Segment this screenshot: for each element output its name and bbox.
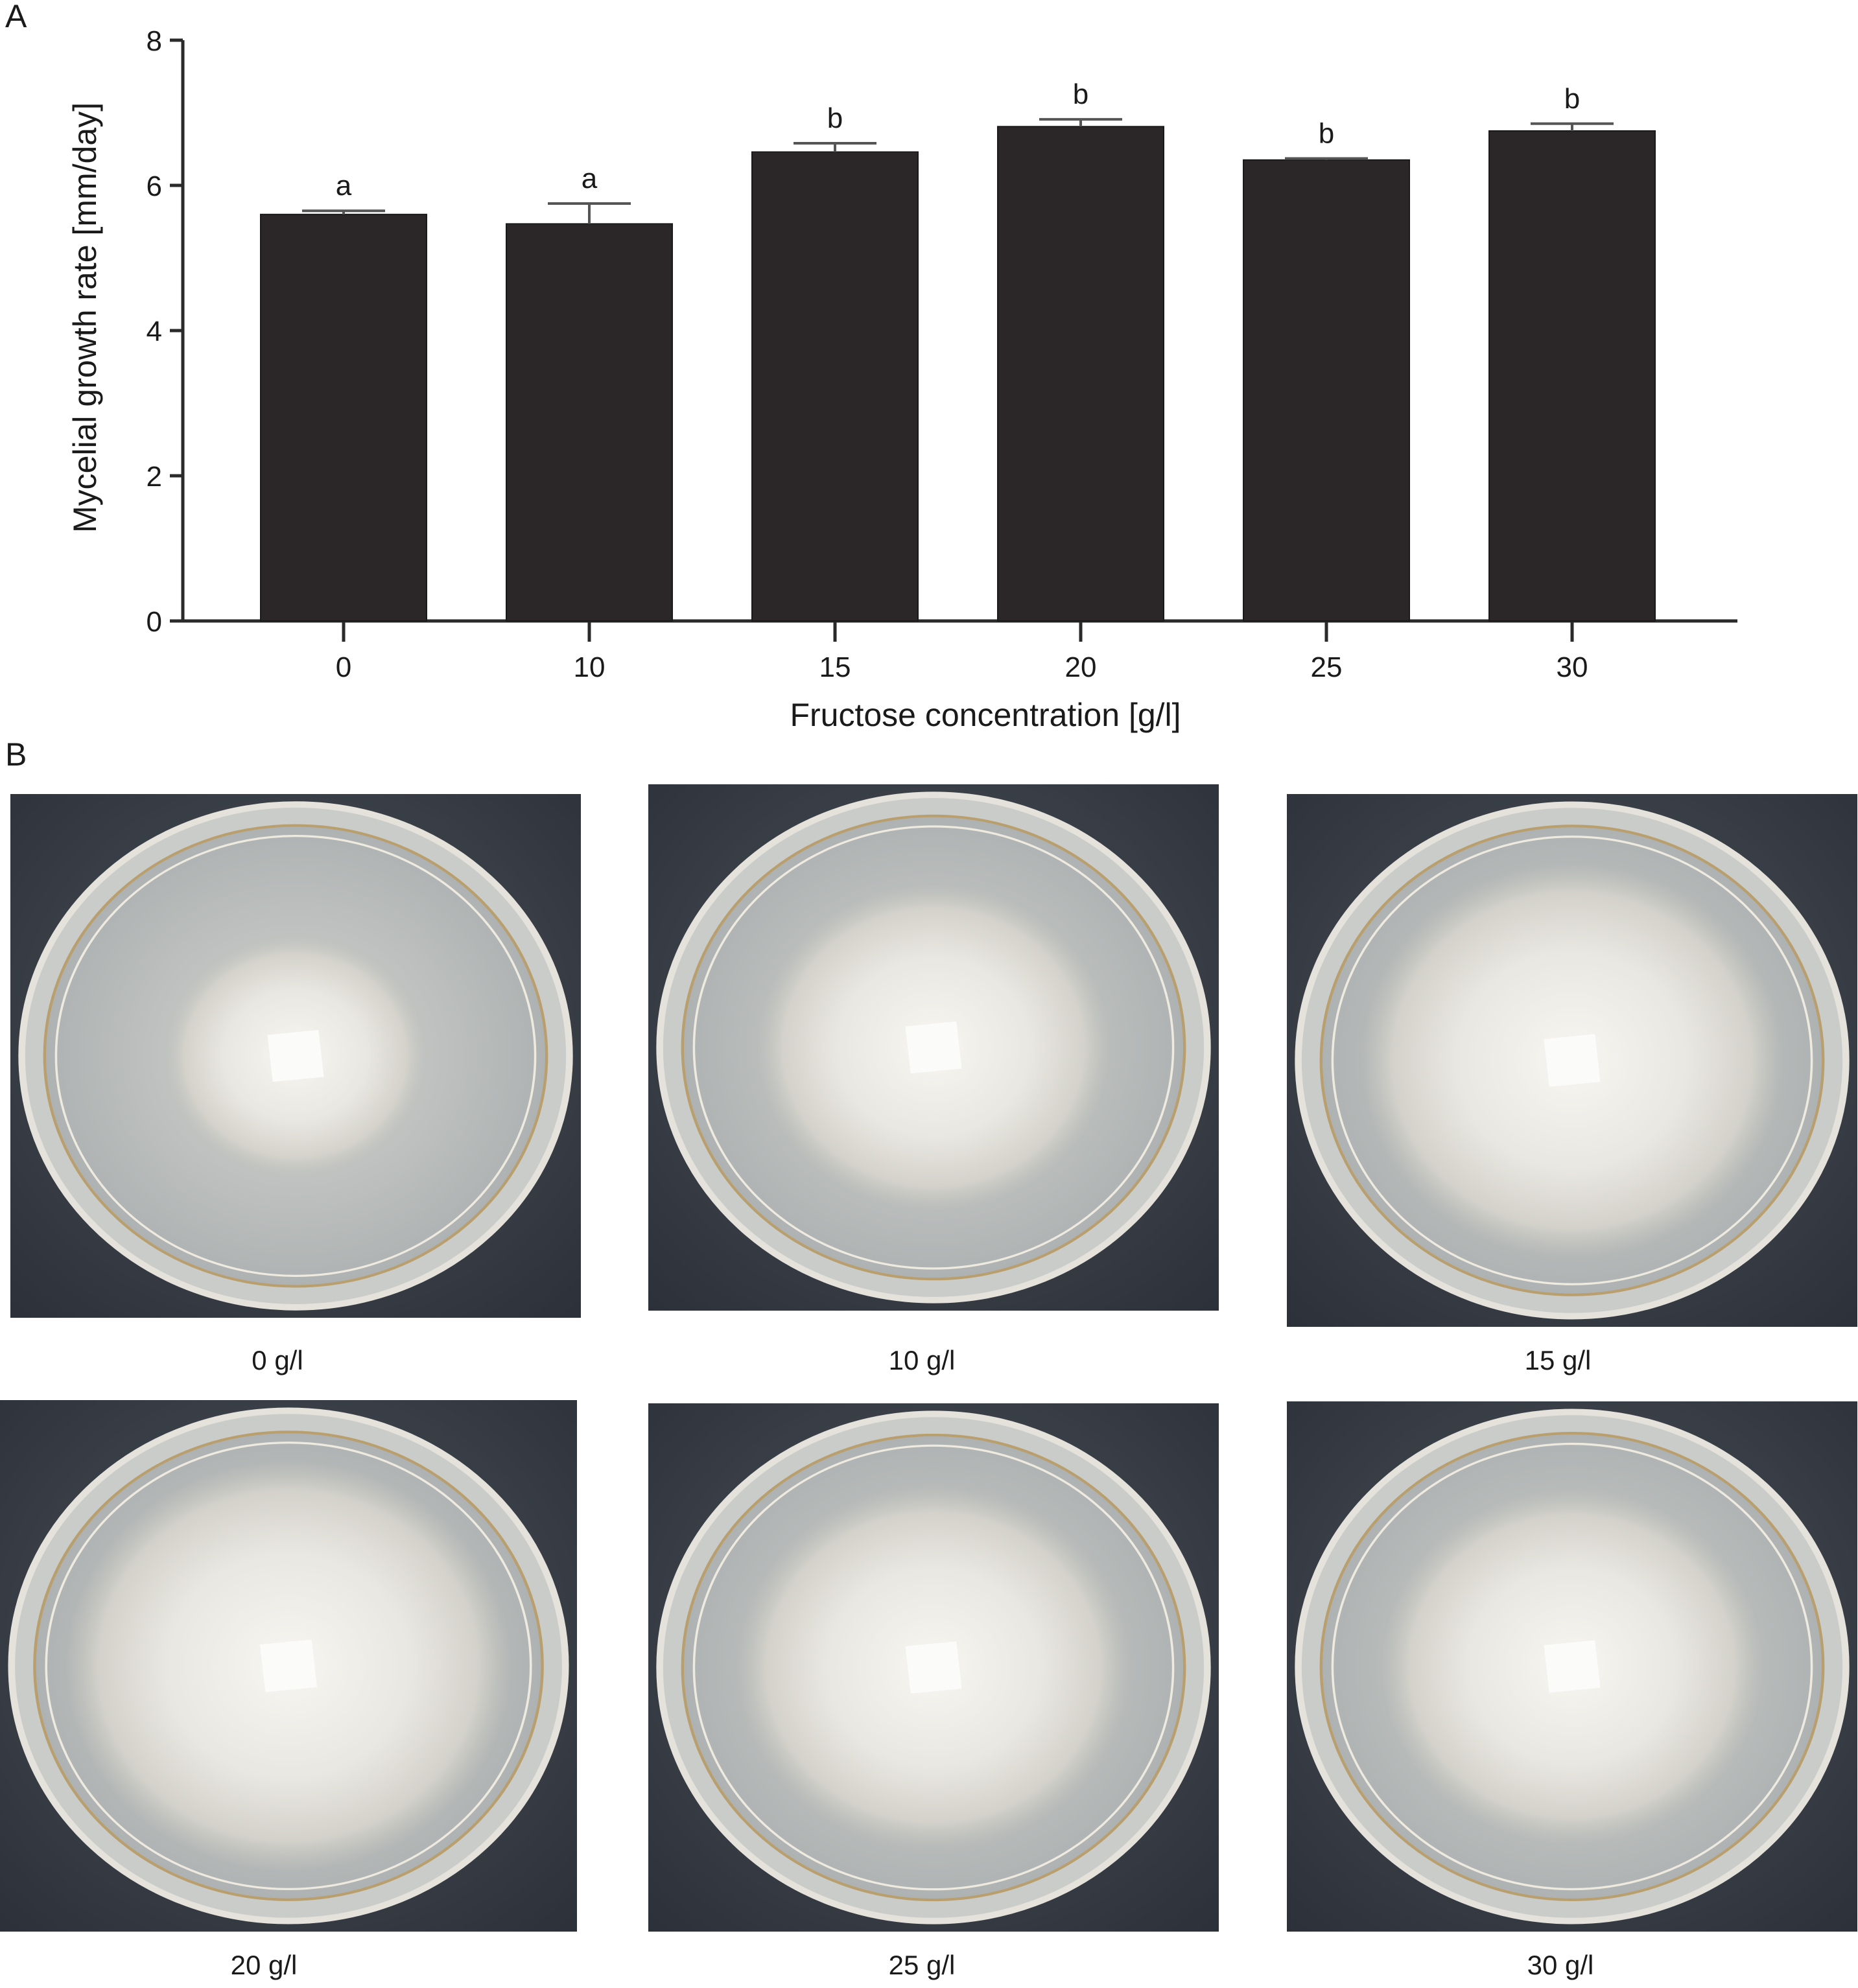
x-axis: 0 10 15 20 25 30 bbox=[183, 619, 1737, 683]
y-tick-label: 2 bbox=[147, 461, 162, 493]
y-axis: 0 2 4 6 8 bbox=[147, 25, 185, 638]
bar-25 bbox=[1243, 159, 1410, 622]
petri-dish-photo-15 bbox=[1287, 794, 1857, 1327]
significance-20: b bbox=[1073, 78, 1088, 110]
error-bars bbox=[302, 118, 1614, 224]
photo-caption-20: 20 g/l bbox=[230, 1950, 298, 1980]
bar-15 bbox=[751, 151, 919, 622]
significance-0: a bbox=[336, 170, 352, 202]
petri-dish-graphic bbox=[10, 794, 581, 1318]
photo-caption-15: 15 g/l bbox=[1524, 1345, 1592, 1375]
x-tick-label-10: 10 bbox=[574, 651, 606, 683]
panel-a-label: A bbox=[5, 0, 27, 34]
x-axis-label: Fructose concentration [g/l] bbox=[790, 697, 1181, 733]
significance-30: b bbox=[1564, 83, 1580, 115]
significance-15: b bbox=[827, 102, 843, 134]
petri-dish-graphic bbox=[648, 1403, 1219, 1932]
photo-caption-10: 10 g/l bbox=[888, 1345, 956, 1375]
x-tick-label-25: 25 bbox=[1311, 651, 1343, 683]
bar-30 bbox=[1488, 130, 1656, 622]
petri-dish-photo-20 bbox=[0, 1400, 577, 1932]
petri-dish-photo-10 bbox=[648, 784, 1219, 1311]
bar-20 bbox=[997, 126, 1164, 622]
photo-caption-25: 25 g/l bbox=[888, 1950, 956, 1980]
petri-dish-photo-0 bbox=[10, 794, 581, 1318]
bar-0 bbox=[260, 213, 427, 622]
y-tick-label: 4 bbox=[147, 316, 162, 347]
photo-caption-30: 30 g/l bbox=[1527, 1950, 1594, 1980]
significance-10: a bbox=[582, 163, 598, 194]
y-tick-label: 8 bbox=[147, 25, 162, 57]
panel-b-label: B bbox=[5, 736, 27, 773]
petri-dish-graphic bbox=[648, 784, 1219, 1311]
bars bbox=[260, 126, 1656, 622]
y-axis-label: Mycelial growth rate [mm/day] bbox=[67, 102, 103, 533]
photo-caption-0: 0 g/l bbox=[252, 1345, 303, 1375]
petri-dish-graphic bbox=[1287, 1401, 1857, 1932]
y-tick-label: 6 bbox=[147, 170, 162, 202]
bar-10 bbox=[506, 223, 673, 622]
y-tick-label: 0 bbox=[147, 606, 162, 638]
x-tick-label-20: 20 bbox=[1065, 651, 1097, 683]
bar-chart: 0 2 4 6 8 0 10 15 20 25 30 a a b b b b Mycelial growth… bbox=[67, 25, 1737, 733]
petri-dish-graphic bbox=[1287, 794, 1857, 1327]
x-tick-label-30: 30 bbox=[1557, 651, 1588, 683]
petri-dish-photo-30 bbox=[1287, 1401, 1857, 1932]
x-tick-label-15: 15 bbox=[819, 651, 851, 683]
significance-letters: a a b b b b bbox=[336, 78, 1580, 202]
petri-dish-photo-25 bbox=[648, 1403, 1219, 1932]
significance-25: b bbox=[1319, 118, 1334, 150]
petri-dish-graphic bbox=[0, 1400, 577, 1932]
x-tick-label-0: 0 bbox=[336, 651, 351, 683]
